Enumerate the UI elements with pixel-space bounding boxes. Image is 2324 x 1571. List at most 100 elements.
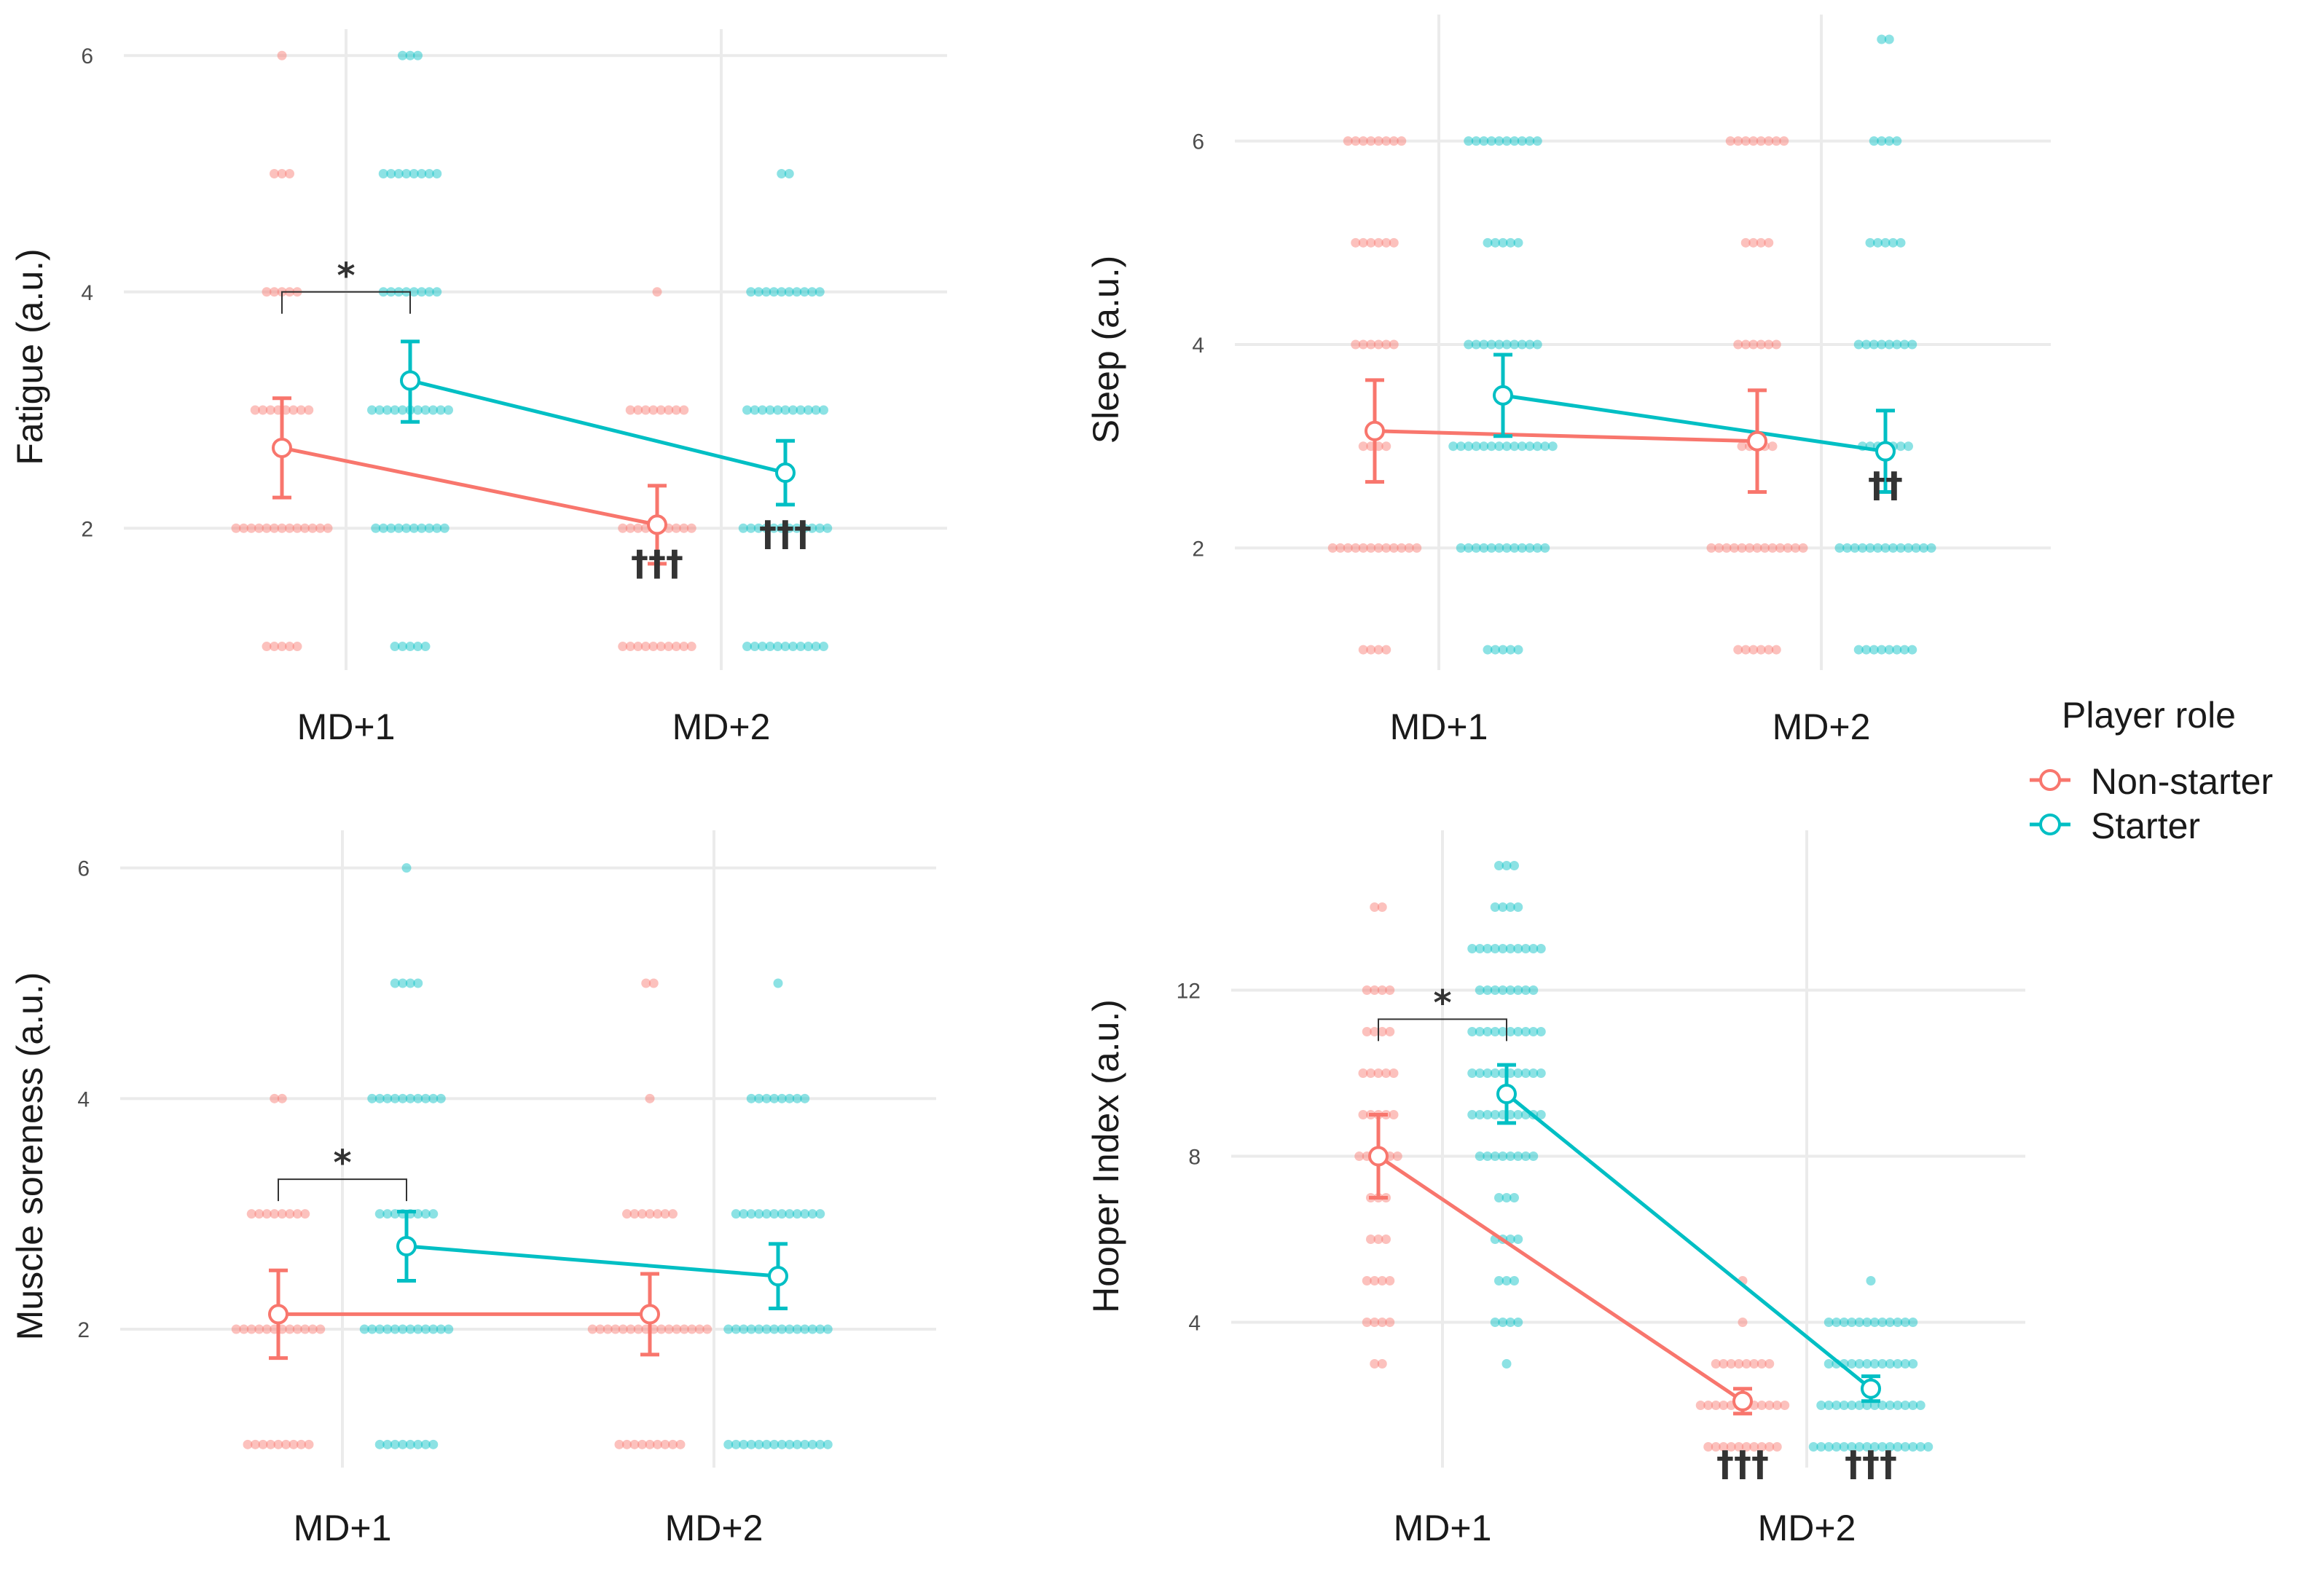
data-point-starter [1501, 543, 1512, 553]
data-point-non-starter [277, 1093, 287, 1103]
data-point-non-starter [1772, 1442, 1782, 1452]
data-point-non-starter [629, 1439, 640, 1449]
data-point-starter [800, 1439, 810, 1449]
data-point-non-starter [671, 405, 681, 415]
data-point-starter [792, 287, 802, 297]
data-point-starter [1505, 1027, 1515, 1036]
data-point-non-starter [1366, 237, 1376, 248]
data-point-non-starter [1385, 1276, 1395, 1285]
x-tick-label-md-1: MD+1 [1390, 706, 1488, 747]
data-point-starter [420, 1093, 431, 1103]
data-point-non-starter [1764, 1401, 1775, 1410]
data-point-starter [815, 1209, 825, 1219]
data-point-starter [405, 1093, 415, 1103]
mean-marker-starter [1861, 1378, 1881, 1399]
y-tick-label: 4 [1188, 1312, 1201, 1336]
data-point-non-starter [246, 1324, 256, 1334]
y-axis-label: Sleep (a.u.) [1086, 256, 1126, 444]
data-point-starter [1498, 985, 1508, 995]
data-point-starter [739, 1324, 749, 1334]
data-point-starter [773, 405, 782, 415]
data-point-starter [1479, 339, 1489, 350]
data-point-non-starter [1740, 645, 1751, 655]
x-tick-label-md-1: MD+1 [294, 1508, 392, 1548]
data-point-starter [1869, 1442, 1880, 1452]
data-point-non-starter [1327, 543, 1338, 553]
data-point-non-starter [645, 1093, 655, 1103]
data-point-non-starter [1764, 136, 1774, 146]
data-point-non-starter [648, 405, 659, 415]
data-point-starter [819, 642, 828, 652]
data-point-non-starter [1764, 1359, 1775, 1369]
data-point-non-starter [1714, 543, 1724, 553]
data-point-starter [799, 287, 809, 297]
data-point-starter [823, 1439, 833, 1449]
data-point-non-starter [1366, 1068, 1375, 1078]
data-point-non-starter [668, 1209, 678, 1219]
data-point-starter [792, 1093, 802, 1103]
data-point-non-starter [1737, 441, 1747, 452]
data-point-starter [1510, 339, 1520, 350]
data-point-starter [424, 168, 434, 178]
data-point-non-starter [1722, 543, 1732, 553]
data-point-starter [738, 523, 748, 533]
data-point-starter [1900, 1442, 1910, 1452]
data-point-non-starter [250, 405, 260, 415]
data-point-starter [1483, 985, 1493, 995]
data-point-non-starter [1791, 543, 1800, 553]
data-point-starter [1501, 1193, 1512, 1202]
data-point-starter [1494, 1193, 1504, 1202]
data-point-starter [1877, 645, 1887, 655]
data-point-non-starter [1366, 543, 1376, 553]
data-point-starter [784, 523, 794, 533]
data-point-non-starter [277, 1209, 287, 1219]
data-point-starter [1884, 34, 1894, 44]
data-point-starter [1888, 237, 1898, 248]
data-point-non-starter [270, 642, 279, 652]
data-point-starter [1490, 1318, 1500, 1327]
data-point-starter [1911, 543, 1921, 553]
data-point-non-starter [672, 1324, 682, 1334]
data-point-starter [374, 1439, 385, 1449]
data-point-starter [1467, 1068, 1477, 1078]
data-point-starter [1520, 985, 1531, 995]
data-point-starter [723, 1439, 734, 1449]
data-point-starter [1483, 1151, 1493, 1161]
data-point-starter [1483, 944, 1493, 953]
data-point-non-starter [239, 1324, 249, 1334]
data-point-non-starter [618, 1324, 628, 1334]
data-point-starter [746, 1209, 756, 1219]
data-point-starter [398, 50, 407, 60]
data-point-starter [390, 405, 400, 415]
mean-marker-non-starter [1368, 1146, 1389, 1167]
data-point-non-starter [622, 1209, 632, 1219]
data-point-non-starter [664, 1324, 674, 1334]
data-point-starter [1501, 339, 1512, 350]
data-point-non-starter [1358, 1068, 1368, 1078]
data-point-non-starter [611, 1324, 621, 1334]
data-point-starter [1877, 1359, 1888, 1369]
data-point-non-starter [1756, 645, 1766, 655]
data-point-starter [1847, 1442, 1857, 1452]
data-point-non-starter [292, 1324, 302, 1334]
data-point-starter [428, 405, 438, 415]
data-point-non-starter [648, 642, 659, 652]
data-point-non-starter [679, 1324, 689, 1334]
data-point-starter [1490, 944, 1500, 953]
data-point-non-starter [675, 1439, 686, 1449]
data-point-non-starter [622, 1439, 632, 1449]
data-point-non-starter [231, 523, 241, 533]
mean-line-starter [1502, 393, 1886, 454]
data-point-starter [1505, 1318, 1515, 1327]
significance-label: * [1433, 983, 1451, 1023]
data-point-starter [1501, 861, 1512, 870]
significance-bracket [278, 1178, 407, 1202]
data-point-starter [792, 1439, 802, 1449]
data-point-non-starter [1775, 543, 1785, 553]
data-point-starter [1547, 441, 1558, 452]
data-point-non-starter [1370, 1027, 1380, 1036]
data-point-starter [1926, 543, 1936, 553]
y-tick-label: 6 [1192, 130, 1204, 154]
data-point-starter [386, 523, 396, 533]
data-point-starter [807, 1324, 817, 1334]
